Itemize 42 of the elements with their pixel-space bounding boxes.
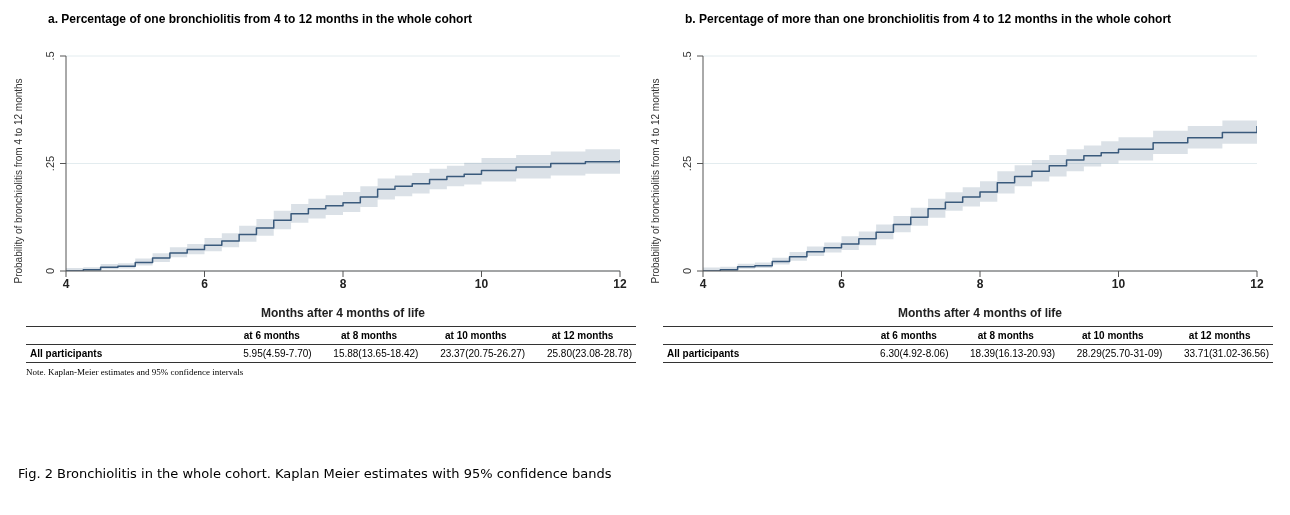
text: at 6 months bbox=[879, 329, 938, 343]
y-tick-label: .25 bbox=[44, 155, 56, 172]
text: 28.29(25.70-31-09) bbox=[1075, 347, 1164, 361]
y-tick-label: .5 bbox=[44, 51, 56, 61]
text: at 10 months bbox=[1080, 329, 1145, 343]
x-tick-label: 4 bbox=[62, 276, 70, 291]
text: at 8 months bbox=[976, 329, 1035, 343]
y-tick-label: .5 bbox=[681, 51, 693, 61]
caption: Fig. 2 Bronchiolitis in the whole cohort. Kaplan Meier estimates with 95% confidence bands bbox=[18, 466, 613, 481]
y-axis-title: Probability of bronchiolitis from 4 to 12 months bbox=[649, 78, 661, 284]
y-tick-label: .25 bbox=[681, 155, 693, 172]
x-tick-label: 8 bbox=[976, 276, 984, 291]
chart-title: b. Percentage of more than one bronchiolitis from 4 to 12 months in the whole cohort bbox=[684, 11, 1173, 28]
x-axis-title: Months after 4 months of life bbox=[260, 306, 426, 320]
text: 15.88(13.65-18.42) bbox=[332, 347, 420, 361]
chart-title: a. Percentage of one bronchiolitis from 4 to 12 months in the whole cohort bbox=[47, 11, 474, 28]
text: at 10 months bbox=[443, 329, 508, 343]
text: 23.37(20.75-26.27) bbox=[439, 347, 527, 361]
text: All participants bbox=[666, 347, 741, 361]
x-tick-label: 6 bbox=[201, 276, 209, 291]
text: 6.30(4.92-8.06) bbox=[879, 347, 950, 361]
x-tick-label: 6 bbox=[838, 276, 846, 291]
text: All participants bbox=[29, 347, 104, 361]
text: at 12 months bbox=[1187, 329, 1252, 343]
text: Note. Kaplan-Meier estimates and 95% confidence intervals bbox=[26, 367, 245, 377]
x-tick-label: 12 bbox=[1250, 276, 1264, 291]
y-tick-label: 0 bbox=[681, 267, 693, 275]
x-tick-label: 12 bbox=[613, 276, 627, 291]
x-axis-title: Months after 4 months of life bbox=[897, 306, 1063, 320]
text: at 8 months bbox=[339, 329, 399, 343]
text: 33.71(31.02-36.56) bbox=[1182, 347, 1270, 361]
text: at 12 months bbox=[550, 329, 615, 343]
text: 5.95(4.59-7.70) bbox=[242, 347, 313, 361]
x-tick-label: 8 bbox=[339, 276, 347, 291]
x-tick-label: 10 bbox=[1111, 276, 1126, 291]
x-tick-label: 10 bbox=[474, 276, 489, 291]
y-axis-title: Probability of bronchiolitis from 4 to 12 months bbox=[12, 78, 24, 284]
x-tick-label: 4 bbox=[699, 276, 707, 291]
text: 18.39(16.13-20.93) bbox=[969, 347, 1057, 361]
text: at 6 months bbox=[242, 329, 301, 343]
text: 25.80(23.08-28.78) bbox=[545, 347, 633, 361]
y-tick-label: 0 bbox=[44, 267, 56, 275]
